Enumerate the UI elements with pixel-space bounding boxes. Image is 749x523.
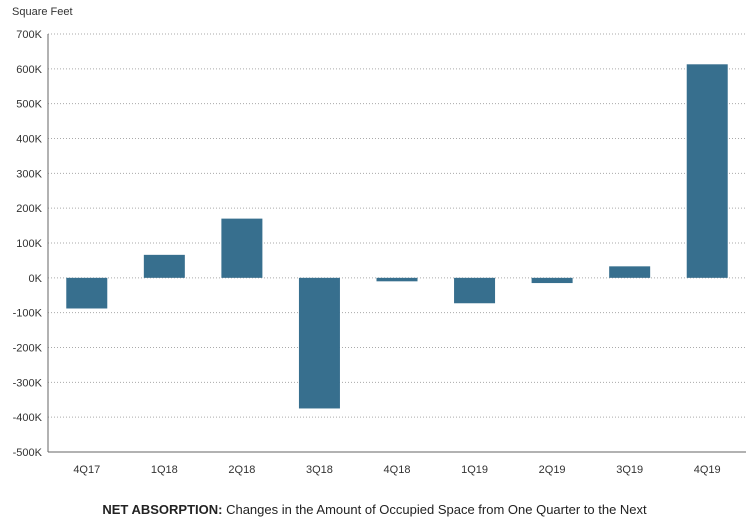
y-tick-label: 300K — [16, 168, 42, 180]
x-tick-label: 3Q18 — [306, 464, 333, 476]
x-tick-label: 2Q19 — [539, 464, 566, 476]
axes — [47, 34, 746, 453]
y-tick-label: -200K — [13, 343, 43, 355]
chart-caption: NET ABSORPTION: Changes in the Amount of… — [0, 502, 749, 517]
bar-4q18 — [376, 277, 418, 282]
y-tick-label: 500K — [16, 99, 42, 111]
y-axis-label: Square Feet — [12, 6, 73, 18]
x-tick-label: 1Q19 — [461, 464, 488, 476]
x-tick-label: 2Q18 — [228, 464, 255, 476]
x-tick-label: 4Q18 — [384, 464, 411, 476]
y-tick-label: -300K — [13, 377, 43, 389]
caption-description: Changes in the Amount of Occupied Space … — [222, 502, 647, 517]
bar-3q19 — [609, 266, 651, 278]
net-absorption-chart: Square Feet 700K 600K 500K 400K 300K 200K 100K… — [12, 6, 746, 476]
x-tick-label: 3Q19 — [616, 464, 643, 476]
x-tick-labels: 4Q17 1Q18 2Q18 3Q18 4Q18 1Q19 2Q19 3Q19 4Q19 — [73, 464, 720, 476]
y-tick-label: 200K — [16, 203, 42, 215]
y-tick-labels: 700K 600K 500K 400K 300K 200K 100K 0K -100K -200K… — [13, 29, 43, 459]
bars — [66, 64, 728, 409]
y-tick-label: 100K — [16, 238, 42, 250]
y-tick-label: 600K — [16, 64, 42, 76]
x-tick-label: 1Q18 — [151, 464, 178, 476]
bar-2q18 — [221, 218, 263, 278]
x-tick-label: 4Q17 — [73, 464, 100, 476]
bar-1q18 — [143, 254, 185, 278]
y-tick-label: 400K — [16, 134, 42, 146]
caption-title: NET ABSORPTION: — [102, 502, 223, 517]
bar-1q19 — [454, 277, 496, 304]
bar-4q19 — [686, 64, 728, 278]
x-tick-label: 4Q19 — [694, 464, 721, 476]
bar-2q19 — [531, 277, 573, 284]
y-tick-label: -500K — [13, 447, 43, 459]
bar-3q18 — [298, 277, 340, 409]
y-tick-label: -100K — [13, 308, 43, 320]
y-tick-label: -400K — [13, 412, 43, 424]
y-tick-label: 700K — [16, 29, 42, 41]
y-tick-label: 0K — [29, 273, 43, 285]
bar-4q17 — [66, 277, 108, 309]
gridlines — [48, 33, 746, 418]
